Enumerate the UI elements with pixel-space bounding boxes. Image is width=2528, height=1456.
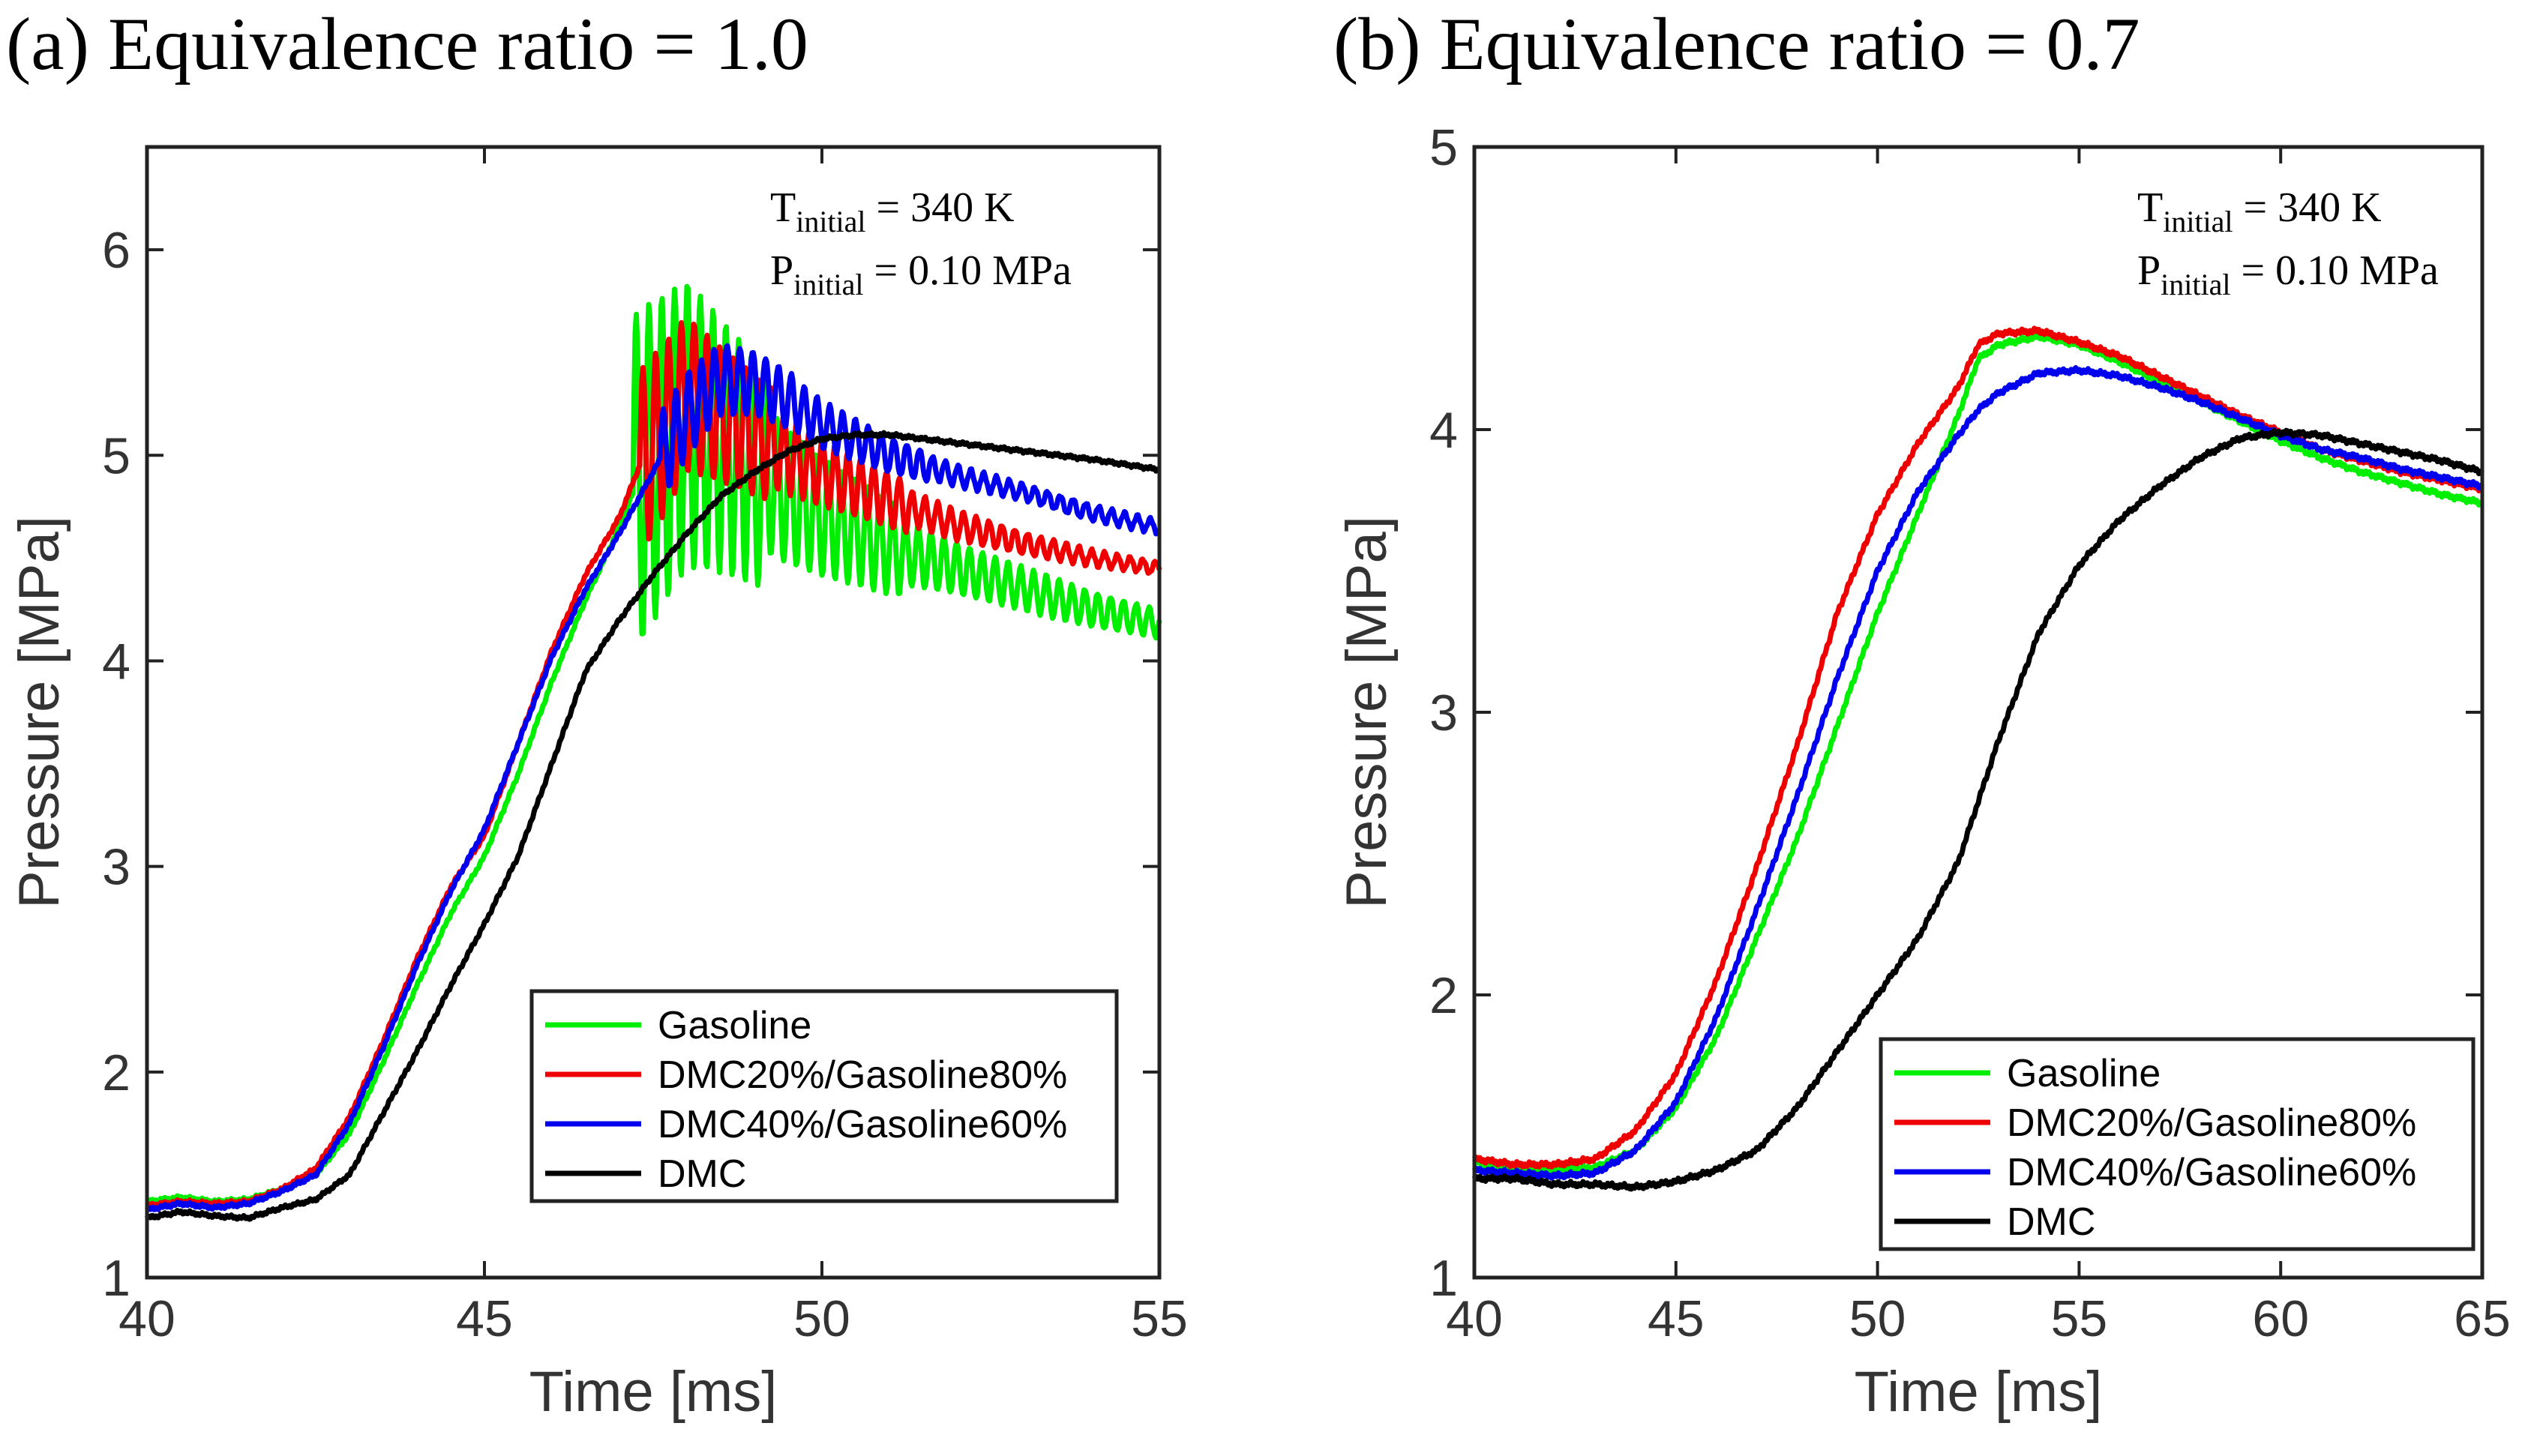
panel-a-lines bbox=[144, 283, 1162, 1222]
panel-a-y-tick-label: 2 bbox=[102, 1044, 130, 1101]
panel-a-legend: Gasoline DMC20%/Gasoline80% DMC40%/Gasol… bbox=[529, 989, 1119, 1203]
panel-b-series-dmc bbox=[1471, 427, 2485, 1192]
panel-b-y-tick-label: 3 bbox=[1429, 685, 1458, 741]
panel-a-series-dmc bbox=[144, 430, 1162, 1222]
panel-b-x-axis-label: Time [ms] bbox=[1855, 1360, 2103, 1424]
panel-a-x-tick-label: 40 bbox=[118, 1290, 175, 1347]
panel-b-x-tick-label: 55 bbox=[2051, 1290, 2108, 1347]
panel-b-y-tick-label: 2 bbox=[1429, 967, 1458, 1024]
panel-b-y-tick-label: 5 bbox=[1429, 119, 1458, 176]
panel-b-x-tick-label: 45 bbox=[1648, 1290, 1705, 1347]
panel-a-legend-label-dmc20: DMC20%/Gasoline80% bbox=[658, 1053, 1067, 1097]
panel-b-title: (b) Equivalence ratio = 0.7 bbox=[1333, 2, 2140, 85]
panel-b-legend-label-dmc20: DMC20%/Gasoline80% bbox=[2007, 1101, 2416, 1145]
panel-b-x-tick-label: 40 bbox=[1446, 1290, 1503, 1347]
panel-b-legend-label-dmc: DMC bbox=[2007, 1200, 2095, 1244]
panel-a-y-tick-label: 5 bbox=[102, 427, 130, 484]
panel-a-x-tick-label: 50 bbox=[793, 1290, 850, 1347]
panel-a-y-tick-label: 4 bbox=[102, 633, 130, 690]
panel-a-x-axis-label: Time [ms] bbox=[529, 1360, 778, 1424]
panel-a-y-tick-label: 6 bbox=[102, 222, 130, 279]
panel-b-initial-pressure: Pinitial = 0.10 MPa bbox=[2137, 247, 2439, 301]
panel-a-legend-label-gasoline: Gasoline bbox=[658, 1004, 811, 1047]
panel-a-y-axis-label: Pressure [MPa] bbox=[7, 516, 71, 909]
panel-a: (a) Equivalence ratio = 1.0 40 45 50 551234… bbox=[6, 2, 1188, 1424]
panel-b-y-axis-label: Pressure [MPa] bbox=[1335, 516, 1399, 909]
panel-a-y-tick-label: 1 bbox=[102, 1250, 130, 1307]
panel-b-conditions: Tinitial = 340 K Pinitial = 0.10 MPa bbox=[2137, 184, 2439, 301]
panel-b-legend: Gasoline DMC20%/Gasoline80% DMC40%/Gasol… bbox=[1879, 1037, 2476, 1251]
panel-a-x-tick-label: 55 bbox=[1131, 1290, 1188, 1347]
panel-a-x-tick-label: 45 bbox=[456, 1290, 513, 1347]
panel-b-y-tick-label: 4 bbox=[1429, 402, 1458, 459]
panel-b: (b) Equivalence ratio = 0.7 40 45 50 55 60 65… bbox=[1333, 2, 2511, 1424]
panel-a-legend-label-dmc40: DMC40%/Gasoline60% bbox=[658, 1103, 1067, 1146]
panel-a-series-dmc40-gasoline60 bbox=[145, 343, 1162, 1212]
panel-b-legend-label-gasoline: Gasoline bbox=[2007, 1052, 2161, 1095]
panel-a-legend-label-dmc: DMC bbox=[658, 1152, 746, 1196]
panel-a-initial-pressure: Pinitial = 0.10 MPa bbox=[770, 247, 1072, 301]
panel-a-initial-temperature: Tinitial = 340 K bbox=[770, 184, 1015, 238]
panel-b-y-tick-label: 1 bbox=[1429, 1250, 1458, 1307]
panel-b-frame bbox=[1472, 145, 2485, 1280]
panel-b-initial-temperature: Tinitial = 340 K bbox=[2137, 184, 2382, 238]
panel-a-frame bbox=[145, 145, 1162, 1280]
panel-b-x-tick-label: 65 bbox=[2454, 1290, 2511, 1347]
panel-b-series-dmc40-gasoline60 bbox=[1471, 365, 2485, 1181]
panel-b-legend-label-dmc40: DMC40%/Gasoline60% bbox=[2007, 1151, 2416, 1194]
panel-b-x-tick-label: 60 bbox=[2252, 1290, 2309, 1347]
panel-b-lines bbox=[1471, 325, 2485, 1192]
panel-a-y-tick-label: 3 bbox=[102, 839, 130, 896]
panel-a-conditions: Tinitial = 340 K Pinitial = 0.10 MPa bbox=[770, 184, 1072, 301]
panel-a-title: (a) Equivalence ratio = 1.0 bbox=[6, 2, 808, 85]
panel-b-x-tick-label: 50 bbox=[1849, 1290, 1906, 1347]
